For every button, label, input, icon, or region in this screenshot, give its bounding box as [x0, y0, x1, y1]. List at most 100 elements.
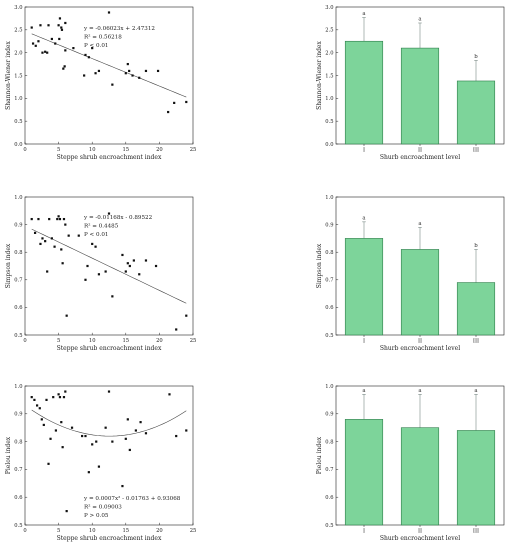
data-point	[156, 69, 160, 73]
data-point	[53, 245, 56, 248]
data-point	[41, 237, 44, 240]
x-tick-label: 20	[156, 147, 163, 153]
y-tick-label: 0.0	[14, 142, 22, 148]
regression-annotation-line: y = -0.06023x + 2.47312	[83, 26, 155, 32]
fit-line	[31, 409, 187, 437]
data-point	[62, 67, 65, 70]
data-point	[47, 24, 50, 27]
regression-annotation-line: P > 0.05	[84, 513, 109, 519]
data-point	[111, 440, 114, 443]
data-point	[54, 42, 57, 45]
significance-letter: a	[474, 388, 478, 394]
x-tick-label: 0	[23, 338, 26, 344]
significance-letter: a	[418, 16, 422, 22]
x-tick-label: III	[473, 339, 479, 345]
data-point	[97, 465, 101, 468]
x-axis-label: Shurb encroachment level	[380, 535, 460, 542]
y-tick-label: 1.0	[14, 195, 22, 201]
y-tick-label: 0.8	[14, 439, 22, 445]
fit-line	[31, 33, 187, 98]
x-tick-label: II	[418, 529, 422, 535]
data-point	[50, 37, 53, 41]
y-tick-label: 0.9	[14, 412, 22, 418]
y-tick-label: 1.0	[325, 195, 333, 201]
data-point	[47, 462, 50, 465]
x-tick-label: 5	[57, 528, 60, 534]
data-point	[64, 390, 67, 393]
data-point	[60, 26, 63, 29]
data-point	[56, 217, 59, 221]
bar	[400, 249, 440, 336]
regression-annotation-line: R² = 0.56218	[84, 34, 122, 41]
y-tick-label: 1.0	[325, 384, 333, 390]
bar	[344, 238, 384, 336]
y-tick-label: 2.0	[14, 50, 22, 56]
significance-letter: a	[418, 388, 422, 394]
y-tick-label: 1.0	[325, 96, 333, 102]
data-point	[65, 314, 68, 317]
data-point	[64, 21, 67, 25]
data-point	[138, 273, 141, 276]
data-point	[58, 396, 62, 399]
data-point	[77, 234, 80, 237]
data-point	[38, 407, 41, 410]
y-tick-label: 2.5	[14, 28, 22, 34]
y-tick-label: 0.6	[325, 495, 333, 501]
data-point	[134, 429, 137, 432]
data-point	[139, 421, 142, 424]
y-tick-label: 0.7	[325, 278, 333, 284]
significance-letter: a	[362, 388, 366, 394]
data-point	[41, 51, 44, 54]
x-axis-label: Shurb encroachment level	[380, 345, 460, 352]
y-tick-label: 0.7	[14, 278, 22, 284]
x-tick-label: II	[418, 148, 422, 154]
y-tick-label: 0.7	[325, 467, 333, 473]
x-tick-label: I	[363, 529, 365, 535]
y-tick-label: 0.5	[325, 119, 333, 125]
data-point	[94, 245, 97, 248]
significance-letter: a	[418, 221, 422, 227]
panel-6: 0.5 0.6 0.7 0.8 0.9 1.0 Pielou index Shurb encr…	[316, 384, 505, 542]
data-point	[34, 44, 37, 47]
data-point	[39, 242, 42, 246]
y-axis-label: Pielou index	[316, 436, 323, 474]
y-axis-label: Simpson index	[316, 243, 323, 288]
plot-frame	[24, 196, 194, 336]
x-tick-label: 25	[190, 147, 197, 153]
data-point	[81, 434, 84, 438]
x-tick-label: 15	[122, 528, 129, 534]
x-tick-label: II	[418, 339, 422, 345]
data-point	[95, 440, 98, 443]
y-tick-label: 0.6	[325, 305, 333, 311]
significance-letter: a	[362, 215, 366, 221]
y-tick-label: 0.5	[325, 523, 333, 529]
y-tick-label: 0.6	[14, 305, 22, 311]
regression-annotation-line: y = 0.0007x² - 0.01763 + 0.93068	[83, 495, 181, 502]
data-point	[128, 264, 131, 268]
data-point	[58, 17, 62, 20]
x-tick-label: III	[473, 148, 479, 154]
data-point	[52, 396, 55, 399]
panel-3: 0.5 0.6 0.7 0.8 0.9 1.0 Simpson index Steppe sh…	[5, 195, 196, 352]
data-point	[44, 240, 47, 243]
panel-1: 0.0 0.5 1.0 1.5 2.0 2.5 3.0 Shannon-Wiener inde…	[5, 5, 196, 161]
data-point	[121, 253, 124, 257]
y-tick-label: 0.6	[14, 495, 22, 501]
data-point	[124, 437, 127, 440]
data-point	[104, 270, 107, 273]
data-point	[167, 110, 170, 114]
data-point	[97, 69, 101, 73]
data-point	[126, 62, 129, 66]
data-point	[185, 100, 188, 104]
data-point	[168, 393, 171, 396]
regression-annotation-line: R² = 0.09003	[84, 504, 122, 511]
data-point	[83, 74, 86, 77]
data-point	[132, 259, 135, 262]
x-axis-label: Steppe shrub encroachment index	[57, 154, 162, 161]
data-point	[35, 404, 39, 407]
bar	[400, 427, 440, 526]
y-tick-label: 1.0	[14, 384, 22, 390]
x-tick-label: I	[363, 339, 365, 345]
data-point	[94, 72, 97, 75]
